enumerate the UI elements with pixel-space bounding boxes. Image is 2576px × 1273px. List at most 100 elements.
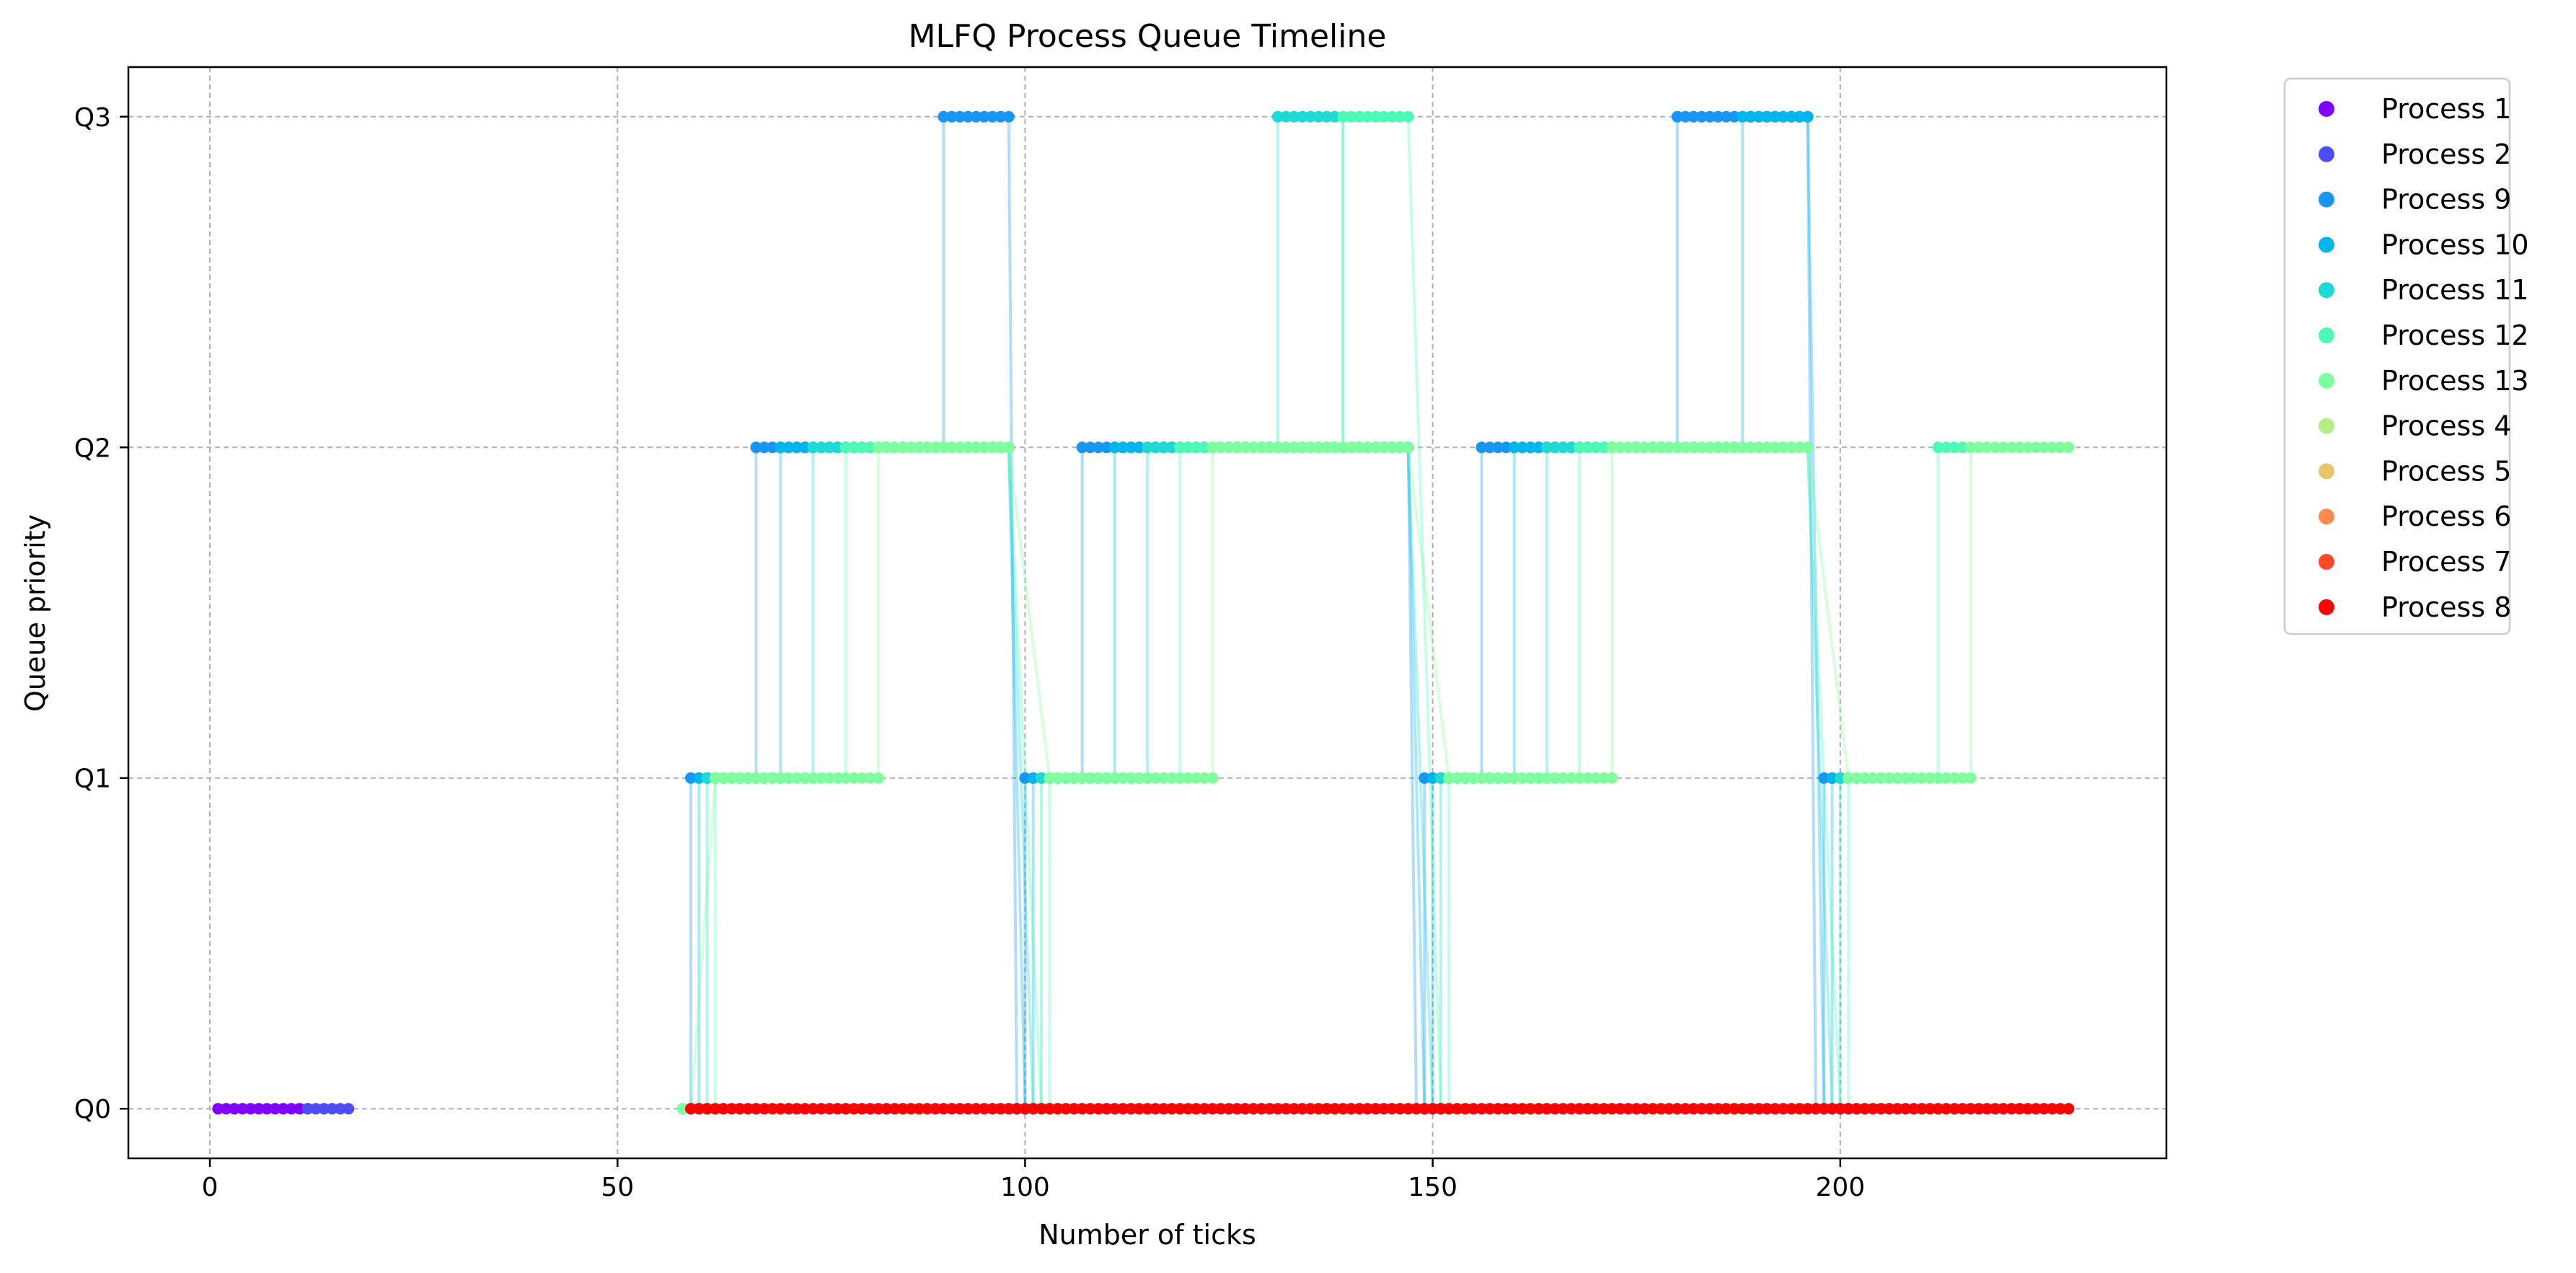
- data-point: [1752, 1103, 1765, 1115]
- data-point: [987, 1103, 999, 1115]
- data-point: [1752, 441, 1765, 454]
- data-point: [2006, 441, 2018, 454]
- data-point: [1769, 1103, 1781, 1115]
- data-point: [782, 772, 795, 784]
- data-point: [1150, 772, 1162, 784]
- data-point: [962, 441, 974, 454]
- data-point: [1720, 1103, 1732, 1115]
- legend-marker: [2319, 554, 2334, 570]
- data-point: [1940, 1103, 1952, 1115]
- data-point: [1932, 772, 1944, 784]
- data-point: [1525, 441, 1537, 454]
- data-point: [1801, 110, 1814, 123]
- data-point: [1256, 1103, 1268, 1115]
- data-point: [742, 772, 754, 784]
- data-point: [1924, 1103, 1936, 1115]
- data-point: [1761, 1103, 1773, 1115]
- data-point: [1858, 1103, 1871, 1115]
- data-point: [1786, 441, 1797, 454]
- legend-label: Process 5: [2381, 455, 2511, 487]
- data-point: [1695, 1103, 1708, 1115]
- data-point: [1744, 110, 1757, 123]
- data-point: [1777, 1103, 1789, 1115]
- axis-ticks: 0 50 100 150 200 Q0 Q1 Q2 Q3: [74, 103, 1865, 1202]
- data-point: [1712, 110, 1724, 123]
- data-point: [1214, 441, 1227, 454]
- data-point: [1459, 772, 1471, 784]
- data-point: [1157, 1103, 1170, 1115]
- data-point: [758, 1103, 770, 1115]
- data-point: [237, 1103, 249, 1115]
- data-point: [326, 1103, 338, 1115]
- data-point: [1737, 441, 1749, 454]
- data-point: [1949, 1103, 1961, 1115]
- data-point: [1737, 1103, 1749, 1115]
- data-point: [1051, 1103, 1064, 1115]
- x-tick-label: 100: [1000, 1173, 1050, 1202]
- data-point: [839, 772, 852, 784]
- data-point: [1728, 110, 1740, 123]
- data-point: [1296, 1103, 1308, 1115]
- data-point: [2055, 1103, 2066, 1115]
- data-point: [725, 1103, 738, 1115]
- chart-title: MLFQ Process Queue Timeline: [909, 18, 1387, 55]
- data-point: [978, 441, 990, 454]
- data-point: [1614, 1103, 1626, 1115]
- data-point: [1932, 441, 1944, 454]
- data-point: [1271, 441, 1284, 454]
- series-line-5: [699, 115, 1865, 1111]
- legend-label: Process 1: [2381, 93, 2511, 125]
- data-point: [1517, 772, 1528, 784]
- data-point: [1451, 772, 1463, 784]
- data-point: [1426, 772, 1439, 784]
- data-point: [832, 1103, 844, 1115]
- data-point: [1638, 441, 1651, 454]
- data-point: [1100, 772, 1113, 784]
- data-point: [1207, 1103, 1219, 1115]
- data-point: [1631, 1103, 1643, 1115]
- data-point: [824, 1103, 836, 1115]
- data-point: [881, 441, 893, 454]
- data-point: [1671, 1103, 1683, 1115]
- plot-frame: [127, 66, 2168, 1160]
- data-point: [1989, 441, 2001, 454]
- data-point: [1704, 110, 1716, 123]
- data-point: [1598, 772, 1610, 784]
- data-point: [896, 441, 909, 454]
- data-point: [1214, 1103, 1227, 1115]
- data-point: [750, 441, 762, 454]
- data-point: [824, 772, 836, 784]
- data-point: [1223, 441, 1235, 454]
- data-point: [1248, 441, 1259, 454]
- data-point: [1892, 772, 1903, 784]
- data-point: [1867, 1103, 1879, 1115]
- data-point: [1434, 1103, 1447, 1115]
- data-point: [767, 772, 778, 784]
- data-point: [1589, 1103, 1602, 1115]
- data-point: [1362, 1103, 1374, 1115]
- data-point: [1256, 441, 1268, 454]
- data-point: [1704, 1103, 1716, 1115]
- data-point: [1794, 1103, 1806, 1115]
- data-point: [1582, 441, 1594, 454]
- data-point: [1108, 772, 1121, 784]
- data-point: [1565, 1103, 1577, 1115]
- data-point: [1565, 772, 1577, 784]
- data-point: [1271, 110, 1284, 123]
- data-point: [1142, 772, 1153, 784]
- data-point: [1386, 441, 1398, 454]
- data-point: [1794, 110, 1806, 123]
- data-point: [1377, 1103, 1390, 1115]
- data-point: [252, 1103, 265, 1115]
- data-point: [839, 441, 852, 454]
- x-tick-label: 150: [1408, 1173, 1457, 1202]
- data-point: [2021, 1103, 2034, 1115]
- data-point: [775, 441, 787, 454]
- data-point: [1614, 441, 1626, 454]
- data-point: [1190, 441, 1202, 454]
- data-point: [1044, 772, 1056, 784]
- data-point: [1084, 1103, 1096, 1115]
- data-point: [1492, 772, 1504, 784]
- data-point: [962, 1103, 974, 1115]
- x-axis-label: Number of ticks: [1038, 1219, 1256, 1251]
